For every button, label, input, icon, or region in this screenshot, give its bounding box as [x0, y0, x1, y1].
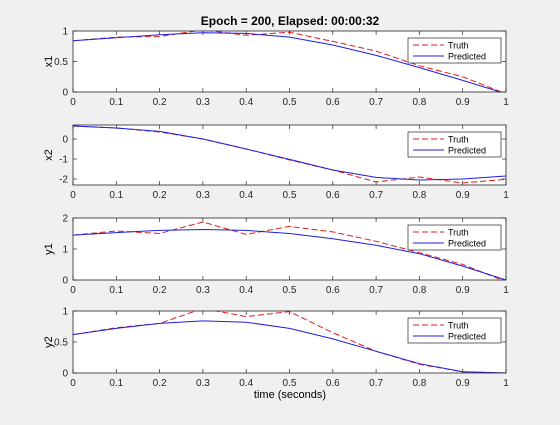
series-line-predicted — [73, 125, 506, 181]
y-tick-label: 0 — [62, 135, 68, 146]
y-tick-label: 1 — [62, 245, 68, 256]
y-tick-label: 0.5 — [54, 338, 68, 349]
subplot-x1: 0 0.1 0.2 0.3 0.4 0.5 0.6 0.7 0.8 0.9 1 0 0.5 1 x1 Trut… — [43, 27, 509, 109]
x-tick-label: 0.7 — [369, 97, 383, 108]
x-tick-label: 0.2 — [153, 190, 167, 201]
x-tick-label: 0.8 — [412, 378, 426, 389]
x-tick-label: 0.8 — [412, 97, 426, 108]
x-tick-label: 0.4 — [239, 190, 253, 201]
legend-box — [407, 224, 502, 251]
y-tick-label: 1 — [62, 307, 68, 318]
x-tick-label: 0.2 — [153, 378, 167, 389]
x-tick-label: 0.1 — [109, 285, 123, 296]
y-tick-label: -2 — [59, 175, 68, 186]
axes-box — [72, 310, 507, 374]
legend-box — [407, 37, 502, 64]
x-tick-label: 0.9 — [456, 190, 470, 201]
legend-label: Predicted — [448, 332, 486, 342]
y-axis-label: x2 — [43, 149, 55, 161]
axes-box — [72, 30, 507, 93]
series-line-truth — [73, 221, 504, 280]
x-tick-label: 0.5 — [283, 190, 297, 201]
x-axis-label: time (seconds) — [254, 389, 326, 401]
legend-label: Truth — [448, 321, 469, 331]
x-tick-label: 0.5 — [283, 97, 297, 108]
x-tick-label: 1 — [503, 190, 509, 201]
x-tick-label: 0.6 — [326, 285, 340, 296]
subplot-y2: 0 0.1 0.2 0.3 0.4 0.5 0.6 0.7 0.8 0.9 1 0 0.5 1 y2 Trut… — [43, 307, 509, 390]
x-tick-label: 0.8 — [412, 190, 426, 201]
x-tick-label: 0.9 — [456, 285, 470, 296]
x-tick-label: 0.6 — [326, 378, 340, 389]
axes-box — [72, 124, 507, 186]
x-tick-label: 0.9 — [456, 378, 470, 389]
y-axis-label: x1 — [43, 56, 55, 68]
x-tick-label: 0.3 — [196, 97, 210, 108]
y-tick-label: 2 — [62, 214, 68, 225]
x-tick-label: 0.4 — [239, 97, 253, 108]
x-tick-label: 0.3 — [196, 285, 210, 296]
x-tick-label: 0.1 — [109, 378, 123, 389]
legend-label: Truth — [448, 135, 469, 145]
y-tick-label: 1 — [62, 27, 68, 38]
x-tick-label: 0.6 — [326, 97, 340, 108]
x-tick-label: 0.1 — [109, 97, 123, 108]
x-tick-label: 0.9 — [456, 97, 470, 108]
x-tick-label: 0.8 — [412, 285, 426, 296]
x-tick-label: 0.3 — [196, 190, 210, 201]
x-tick-label: 0.5 — [283, 378, 297, 389]
series-line-predicted — [73, 228, 506, 280]
x-tick-label: 1 — [503, 97, 509, 108]
y-tick-label: 0 — [62, 369, 68, 380]
x-tick-label: 0.2 — [153, 97, 167, 108]
chart-title: Epoch = 200, Elapsed: 00:00:32 — [201, 14, 380, 28]
x-tick-label: 0.7 — [369, 378, 383, 389]
x-tick-label: 0 — [70, 285, 76, 296]
legend-label: Predicted — [448, 146, 486, 156]
x-tick-label: 1 — [503, 378, 509, 389]
y-tick-label: 0 — [62, 276, 68, 287]
series-line-truth — [73, 31, 503, 92]
x-tick-label: 0.7 — [369, 190, 383, 201]
y-tick-label: -1 — [59, 155, 68, 166]
x-tick-label: 0 — [70, 190, 76, 201]
y-tick-label: 0 — [62, 88, 68, 99]
axes-box — [72, 217, 507, 281]
series-line-predicted — [73, 320, 506, 373]
y-tick-label: 0.5 — [54, 57, 68, 68]
series-line-predicted — [73, 32, 502, 92]
subplot-x2: 0 0.1 0.2 0.3 0.4 0.5 0.6 0.7 0.8 0.9 1 0 -1 -2 x2 Trut… — [43, 124, 509, 201]
legend-label: Truth — [448, 228, 469, 238]
legend-label: Truth — [448, 41, 469, 51]
x-tick-label: 0.1 — [109, 190, 123, 201]
legend-box — [407, 131, 502, 158]
x-tick-label: 0.7 — [369, 285, 383, 296]
x-tick-label: 0.6 — [326, 190, 340, 201]
legend-box — [407, 317, 502, 344]
x-tick-label: 0.5 — [283, 285, 297, 296]
x-tick-label: 0.3 — [196, 378, 210, 389]
legend-label: Predicted — [448, 52, 486, 62]
y-axis-label: y1 — [43, 243, 55, 255]
x-tick-label: 0 — [70, 378, 76, 389]
x-tick-label: 0.4 — [239, 285, 253, 296]
y-axis-label: y2 — [43, 336, 55, 348]
x-tick-label: 0 — [70, 97, 76, 108]
x-tick-label: 1 — [503, 285, 509, 296]
legend-label: Predicted — [448, 239, 486, 249]
subplot-y1: 0 0.1 0.2 0.3 0.4 0.5 0.6 0.7 0.8 0.9 1 0 1 2 y1 TruthP… — [43, 214, 509, 297]
x-tick-label: 0.2 — [153, 285, 167, 296]
x-tick-label: 0.4 — [239, 378, 253, 389]
